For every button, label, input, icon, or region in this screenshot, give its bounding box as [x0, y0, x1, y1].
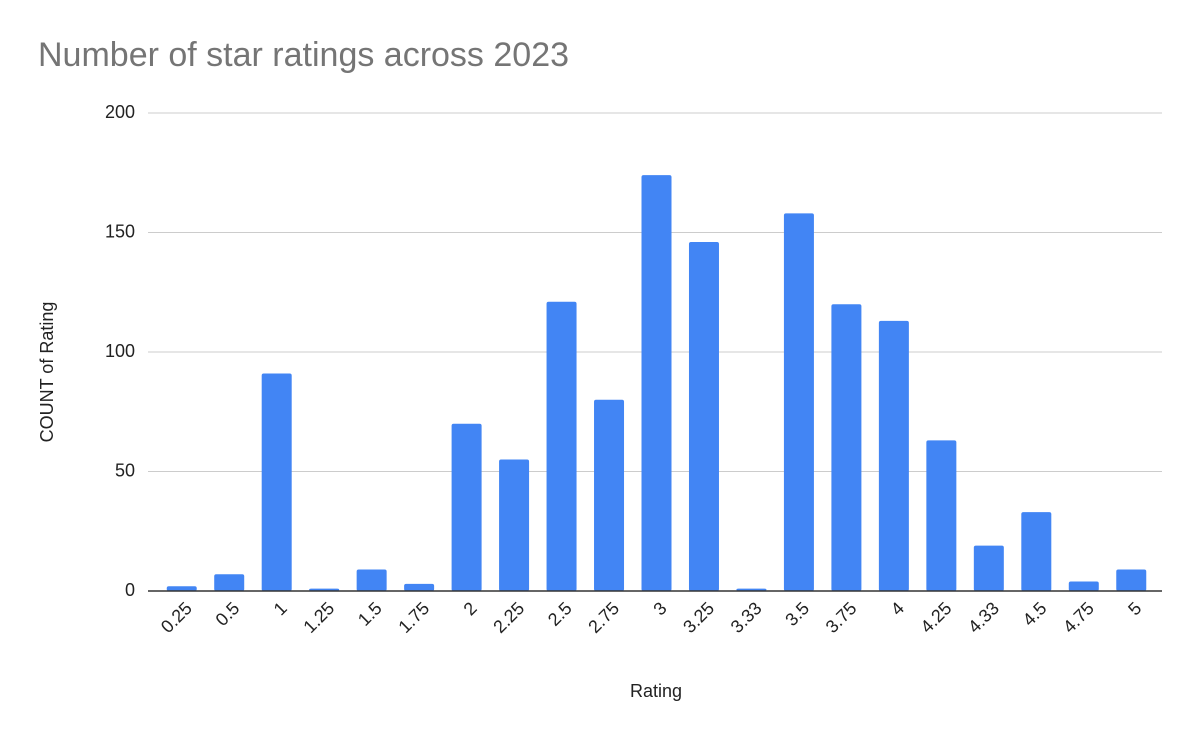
- bar: [356, 569, 387, 591]
- bar: [878, 320, 909, 591]
- bar: [594, 399, 625, 591]
- bar: [1116, 569, 1147, 591]
- chart-title: Number of star ratings across 2023: [38, 36, 569, 74]
- bar: [831, 304, 862, 591]
- y-tick-label: 150: [105, 221, 135, 241]
- y-tick-label: 200: [105, 102, 135, 122]
- y-axis-label: COUNT of Rating: [37, 302, 57, 443]
- bar: [1021, 512, 1052, 591]
- bar: [261, 373, 292, 591]
- bar: [688, 242, 719, 591]
- bar: [499, 459, 530, 591]
- y-tick-label: 50: [115, 460, 135, 480]
- bar: [783, 213, 814, 591]
- bar: [404, 583, 435, 591]
- y-tick-label: 0: [125, 580, 135, 600]
- bar: [166, 586, 197, 591]
- bar: [546, 301, 577, 591]
- y-tick-label: 100: [105, 341, 135, 361]
- bar: [1068, 581, 1099, 591]
- bar: [214, 574, 245, 591]
- bar: [973, 545, 1004, 591]
- bar: [451, 423, 482, 591]
- bar: [926, 440, 957, 591]
- x-axis-label: Rating: [630, 681, 682, 701]
- bar: [641, 175, 672, 591]
